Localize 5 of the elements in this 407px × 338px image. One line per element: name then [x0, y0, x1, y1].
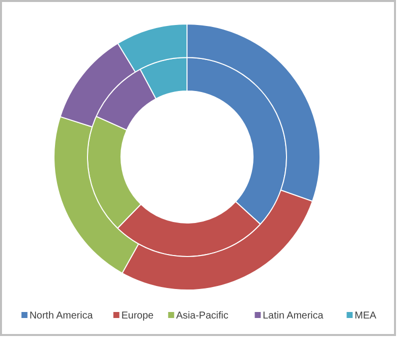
legend-label: Asia-Pacific — [176, 310, 228, 322]
legend-label: Latin America — [262, 310, 324, 322]
legend-label: MEA — [354, 310, 377, 322]
legend-label: Europe — [121, 310, 154, 322]
legend-label: North America — [29, 310, 94, 322]
